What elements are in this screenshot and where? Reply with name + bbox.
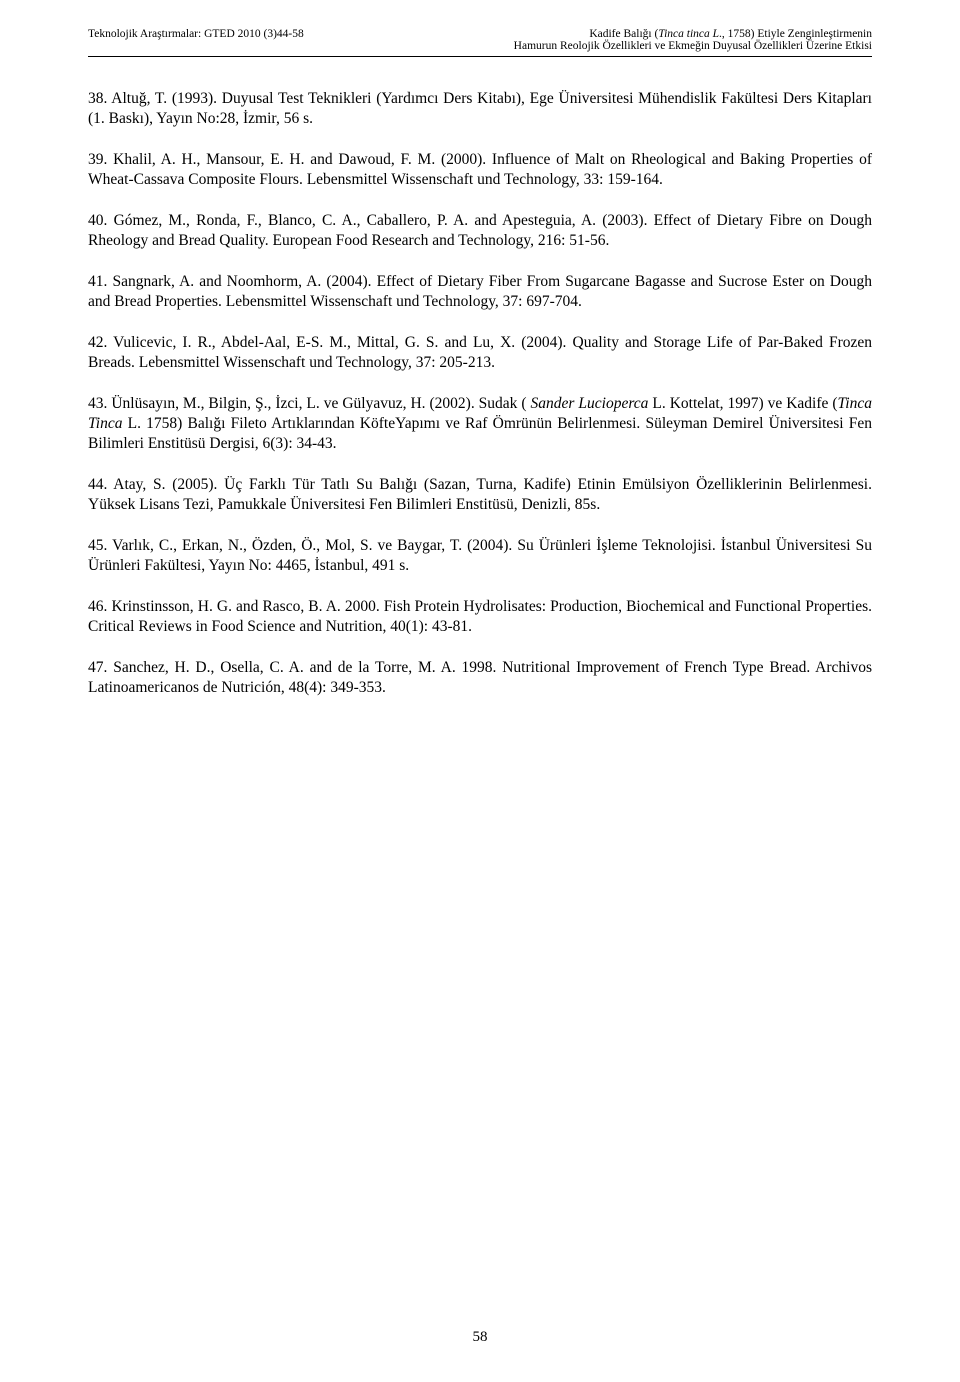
header-right-post: ., 1758) Etiyle Zenginleştirmenin bbox=[719, 28, 872, 40]
reference-47: 47. Sanchez, H. D., Osella, C. A. and de… bbox=[88, 658, 872, 699]
journal-ref: Teknolojik Araştırmalar: GTED 2010 (3)44… bbox=[88, 28, 304, 40]
reference-text-post: L. 1758) Balığı Fileto Artıklarından Köf… bbox=[88, 415, 872, 452]
header-right-line2: Hamurun Reolojik Özellikleri ve Ekmeğin … bbox=[514, 40, 872, 52]
reference-text: 47. Sanchez, H. D., Osella, C. A. and de… bbox=[88, 659, 872, 696]
reference-44: 44. Atay, S. (2005). Üç Farklı Tür Tatlı… bbox=[88, 475, 872, 516]
reference-text: 38. Altuğ, T. (1993). Duyusal Test Tekni… bbox=[88, 90, 872, 127]
reference-text-pre: 43. Ünlüsayın, M., Bilgin, Ş., İzci, L. … bbox=[88, 395, 531, 412]
reference-43: 43. Ünlüsayın, M., Bilgin, Ş., İzci, L. … bbox=[88, 394, 872, 455]
reference-38: 38. Altuğ, T. (1993). Duyusal Test Tekni… bbox=[88, 89, 872, 130]
reference-text: 40. Gómez, M., Ronda, F., Blanco, C. A.,… bbox=[88, 212, 872, 249]
reference-39: 39. Khalil, A. H., Mansour, E. H. and Da… bbox=[88, 150, 872, 191]
reference-text: 45. Varlık, C., Erkan, N., Özden, Ö., Mo… bbox=[88, 537, 872, 574]
reference-41: 41. Sangnark, A. and Noomhorm, A. (2004)… bbox=[88, 272, 872, 313]
header-left: Teknolojik Araştırmalar: GTED 2010 (3)44… bbox=[88, 28, 304, 40]
reference-46: 46. Krinstinsson, H. G. and Rasco, B. A.… bbox=[88, 597, 872, 638]
reference-text: 44. Atay, S. (2005). Üç Farklı Tür Tatlı… bbox=[88, 476, 872, 513]
references-section: 38. Altuğ, T. (1993). Duyusal Test Tekni… bbox=[88, 89, 872, 699]
reference-text: 39. Khalil, A. H., Mansour, E. H. and Da… bbox=[88, 151, 872, 188]
reference-text: 41. Sangnark, A. and Noomhorm, A. (2004)… bbox=[88, 273, 872, 310]
page-header: Teknolojik Araştırmalar: GTED 2010 (3)44… bbox=[88, 28, 872, 57]
header-right-italic: Tinca tinca L bbox=[658, 28, 719, 40]
reference-45: 45. Varlık, C., Erkan, N., Özden, Ö., Mo… bbox=[88, 536, 872, 577]
reference-40: 40. Gómez, M., Ronda, F., Blanco, C. A.,… bbox=[88, 211, 872, 252]
header-right: Kadife Balığı (Tinca tinca L., 1758) Eti… bbox=[514, 28, 872, 52]
header-right-pre: Kadife Balığı ( bbox=[589, 28, 658, 40]
reference-42: 42. Vulicevic, I. R., Abdel-Aal, E-S. M.… bbox=[88, 333, 872, 374]
reference-italic-1: Sander Lucioperca bbox=[531, 395, 649, 412]
reference-text: 46. Krinstinsson, H. G. and Rasco, B. A.… bbox=[88, 598, 872, 635]
reference-text: 42. Vulicevic, I. R., Abdel-Aal, E-S. M.… bbox=[88, 334, 872, 371]
header-right-line1: Kadife Balığı (Tinca tinca L., 1758) Eti… bbox=[514, 28, 872, 40]
page-number: 58 bbox=[0, 1329, 960, 1346]
reference-text-mid: L. Kottelat, 1997) ve Kadife ( bbox=[648, 395, 837, 412]
